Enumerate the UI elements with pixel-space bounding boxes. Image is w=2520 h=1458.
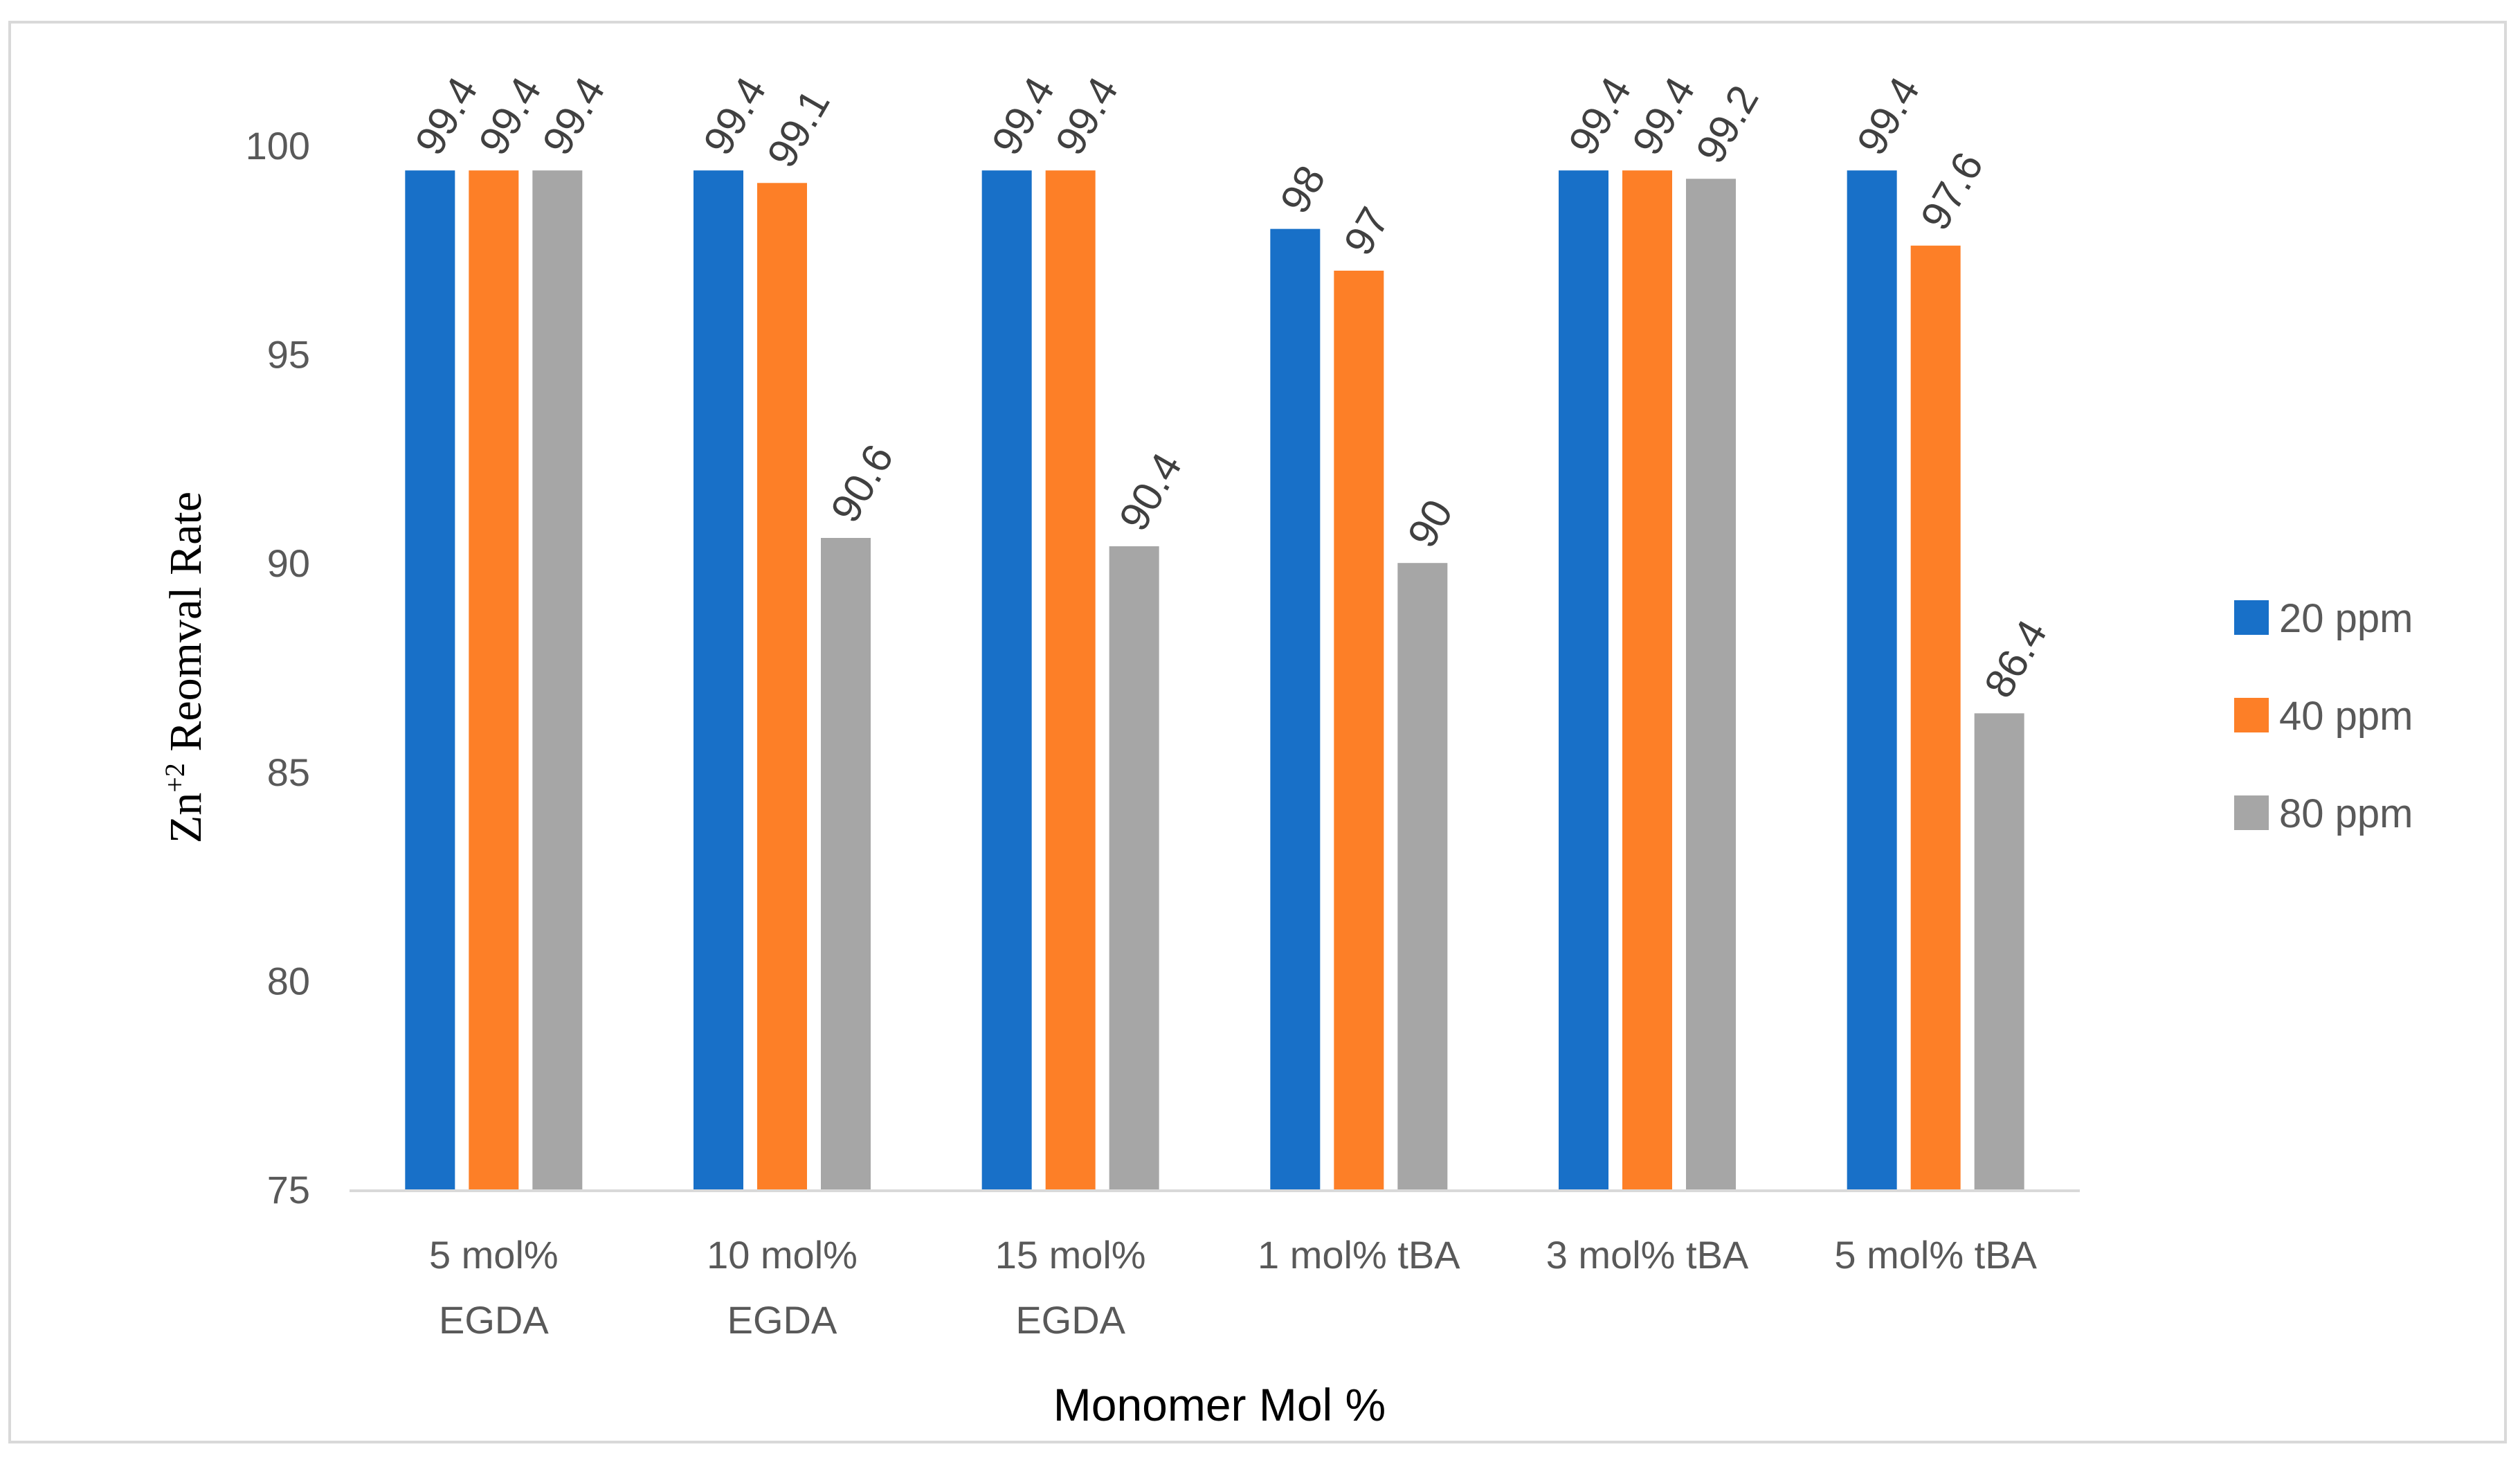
legend-label: 40 ppm xyxy=(2279,694,2413,739)
bar-80-ppm-5 xyxy=(1686,179,1736,1190)
data-label: 97 xyxy=(1335,199,1398,262)
data-label: 97.6 xyxy=(1912,145,1992,238)
y-axis-title-superscript: +2 xyxy=(159,763,190,793)
bar-40-ppm-5 xyxy=(1622,170,1672,1189)
y-axis-title-prefix: Zn xyxy=(161,793,211,843)
legend-label: 80 ppm xyxy=(2279,791,2413,836)
data-label: 90.4 xyxy=(1110,445,1190,539)
y-tick-label: 75 xyxy=(267,1168,310,1212)
legend-swatch xyxy=(2234,795,2269,830)
y-tick-label: 85 xyxy=(267,750,310,794)
bar-40-ppm-2 xyxy=(757,183,807,1190)
x-axis-tick-labels: 5 mol% EGDA 10 mol% EGDA 15 mol% EGDA 1 mol% t… xyxy=(429,1233,2038,1342)
bar-20-ppm-2 xyxy=(694,170,743,1189)
bar-80-ppm-1 xyxy=(532,170,583,1189)
bar-80-ppm-3 xyxy=(1109,546,1159,1189)
x-axis-title: Monomer Mol % xyxy=(1053,1379,1386,1430)
data-label: 90.6 xyxy=(822,437,902,530)
bar-80-ppm-6 xyxy=(1974,713,2024,1189)
data-label: 98 xyxy=(1271,158,1334,221)
data-label: 99.4 xyxy=(406,69,487,163)
y-axis-ticks: 75 80 85 90 95 100 xyxy=(246,124,310,1212)
x-tick-label: 10 mol% xyxy=(707,1233,858,1277)
x-tick-label: EGDA xyxy=(439,1298,549,1342)
data-label: 99.4 xyxy=(983,69,1063,163)
y-tick-label: 80 xyxy=(267,959,310,1002)
data-label: 86.4 xyxy=(1975,612,2056,705)
data-label: 99.4 xyxy=(534,69,614,163)
x-tick-label: EGDA xyxy=(1015,1298,1125,1342)
bar-80-ppm-4 xyxy=(1397,563,1448,1189)
data-label: 90 xyxy=(1399,492,1462,555)
y-axis-title-suffix: Reomval Rate xyxy=(161,492,211,763)
data-label: 99.4 xyxy=(1848,69,1928,163)
bar-20-ppm-6 xyxy=(1847,170,1897,1189)
bar-20-ppm-1 xyxy=(405,170,455,1189)
x-tick-label: 1 mol% tBA xyxy=(1258,1233,1460,1277)
x-tick-label: 5 mol% tBA xyxy=(1834,1233,2037,1277)
legend-label: 20 ppm xyxy=(2279,596,2413,641)
data-label: 99.4 xyxy=(470,69,550,163)
bar-40-ppm-6 xyxy=(1910,245,1961,1189)
y-tick-label: 100 xyxy=(246,124,310,168)
y-axis-title: Zn+2 Reomval Rate xyxy=(159,492,211,843)
y-tick-label: 95 xyxy=(267,333,310,377)
x-tick-label: 5 mol% xyxy=(429,1233,559,1277)
bar-40-ppm-3 xyxy=(1045,170,1096,1189)
legend: 20 ppm 40 ppm 80 ppm xyxy=(2234,596,2413,836)
data-label: 99.4 xyxy=(1559,69,1640,163)
data-labels: 99.499.499.4 99.499.190.699.499.490.49897… xyxy=(406,69,2056,705)
x-tick-label: 15 mol% xyxy=(995,1233,1146,1277)
bar-20-ppm-4 xyxy=(1270,228,1321,1189)
x-tick-label: 3 mol% tBA xyxy=(1546,1233,1749,1277)
bar-80-ppm-2 xyxy=(821,538,871,1189)
bars xyxy=(405,170,2024,1190)
x-tick-label: EGDA xyxy=(727,1298,837,1342)
legend-swatch xyxy=(2234,600,2269,635)
y-tick-label: 90 xyxy=(267,541,310,585)
bar-20-ppm-3 xyxy=(981,170,1032,1189)
bar-40-ppm-1 xyxy=(469,170,519,1189)
data-label: 99.4 xyxy=(1046,69,1127,163)
bar-40-ppm-4 xyxy=(1334,270,1384,1190)
bar-20-ppm-5 xyxy=(1559,170,1608,1189)
legend-swatch xyxy=(2234,698,2269,732)
